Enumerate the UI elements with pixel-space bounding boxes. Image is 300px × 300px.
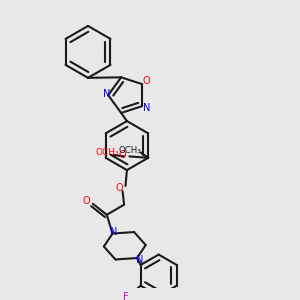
Text: O: O xyxy=(115,183,123,193)
Text: N: N xyxy=(103,89,110,99)
Text: O: O xyxy=(83,196,90,206)
Text: N: N xyxy=(143,103,150,112)
Text: O: O xyxy=(118,150,126,160)
Text: O: O xyxy=(142,76,150,86)
Text: F: F xyxy=(123,292,128,300)
Text: OCH₃: OCH₃ xyxy=(118,146,141,155)
Text: N: N xyxy=(136,255,143,265)
Text: OCH₃: OCH₃ xyxy=(96,148,120,157)
Text: N: N xyxy=(110,227,118,237)
